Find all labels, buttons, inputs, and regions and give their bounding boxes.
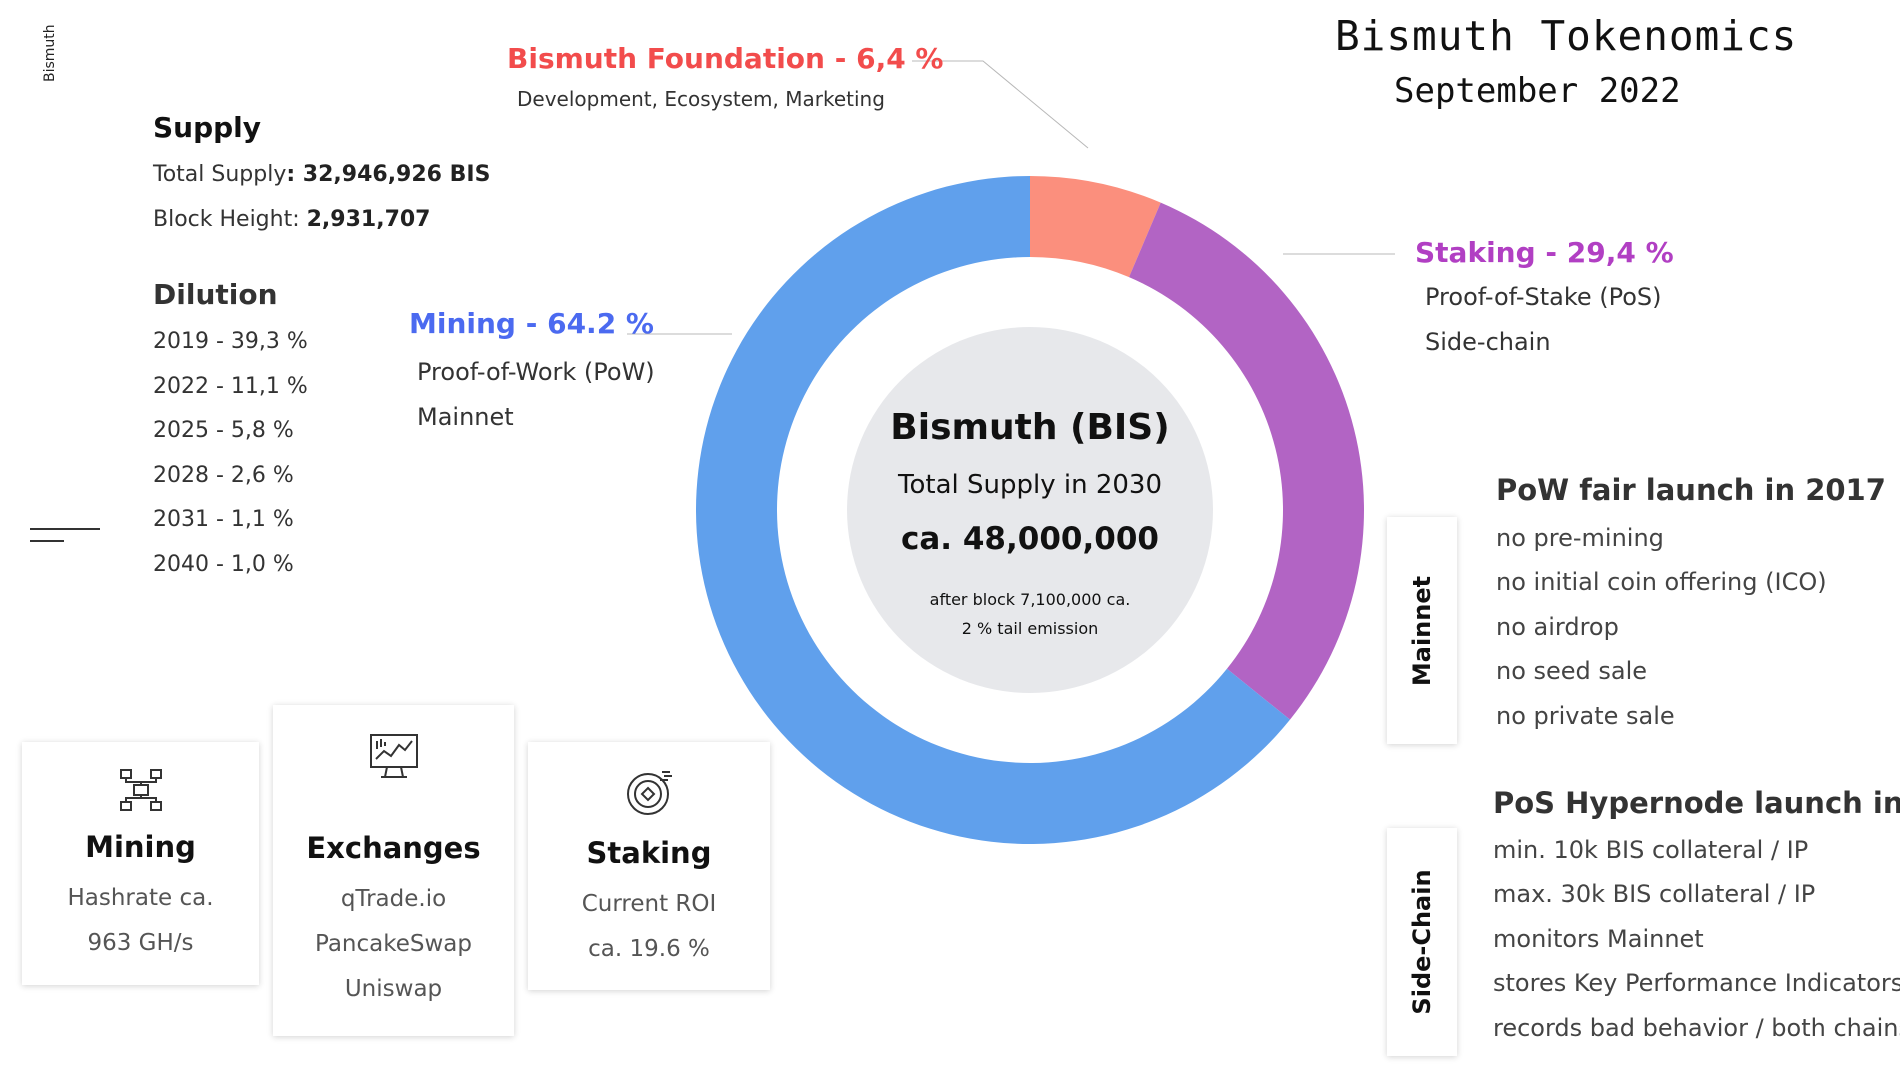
block-height-value: 2,931,707 [306, 207, 431, 232]
foundation-leader-line [912, 60, 1089, 149]
card-title: Mining [85, 830, 196, 864]
card-line: Uniswap [344, 976, 443, 1002]
sidechain-title: PoS Hypernode launch in 2018 [1493, 786, 1900, 820]
dilution-item: 2028 - 2,6 % [153, 463, 294, 488]
staking-slice-label: Staking - 29,4 % [1415, 236, 1674, 269]
mainnet-item: no initial coin offering (ICO) [1496, 568, 1827, 596]
dilution-item: 2022 - 11,1 % [153, 374, 308, 399]
block-height-line: Block Height: 2,931,707 [153, 207, 431, 232]
foundation-slice-detail: Development, Ecosystem, Marketing [517, 87, 885, 111]
total-supply-label: Total Supply [153, 162, 287, 187]
dilution-item: 2040 - 1,0 % [153, 552, 294, 577]
card-line: Hashrate ca. [67, 885, 214, 911]
mainnet-item: no private sale [1496, 702, 1675, 730]
dilution-item: 2031 - 1,1 % [153, 507, 294, 532]
sidechain-item: monitors Mainnet [1493, 925, 1704, 953]
supply-heading: Supply [153, 111, 262, 144]
card-line: PancakeSwap [314, 931, 472, 957]
staking-slice-detail: Side-chain [1425, 328, 1551, 356]
mainnet-item: no seed sale [1496, 657, 1648, 685]
page-subtitle: September 2022 [1394, 71, 1681, 111]
mainnet-title: PoW fair launch in 2017 [1496, 473, 1886, 507]
total-supply-line: Total Supply: 32,946,926 BIS [153, 162, 490, 187]
sidechain-tab-label: Side-Chain [1408, 869, 1436, 1015]
center-title: Bismuth (BIS) [890, 407, 1170, 448]
donut-center-disc [847, 327, 1213, 693]
page-title: Bismuth Tokenomics [1335, 12, 1798, 60]
center-line1: Total Supply in 2030 [898, 470, 1162, 500]
staking-coin-icon [627, 771, 672, 815]
center-note1: after block 7,100,000 ca. [929, 590, 1131, 609]
mining-slice-detail: Proof-of-Work (PoW) [417, 358, 655, 386]
mining-card: Mining Hashrate ca. 963 GH/s [22, 742, 259, 985]
staking-slice [1129, 202, 1365, 720]
card-line: ca. 19.6 % [588, 936, 710, 962]
dilution-item: 2019 - 39,3 % [153, 329, 308, 354]
mainnet-tab: Mainnet [1387, 517, 1457, 744]
exchanges-card: Exchanges qTrade.io PancakeSwap Uniswap [273, 705, 514, 1036]
sidechain-item: stores Key Performance Indicators [1493, 969, 1900, 997]
exchange-monitor-icon [369, 734, 418, 778]
sidechain-item: records bad behavior / both chains [1493, 1014, 1900, 1042]
sidechain-item: min. 10k BIS collateral / IP [1493, 836, 1809, 864]
card-line: qTrade.io [340, 886, 447, 912]
staking-card: Staking Current ROI ca. 19.6 % [528, 742, 770, 990]
menu-icon[interactable] [30, 528, 100, 552]
block-height-label: Block Height: [153, 207, 307, 232]
foundation-slice [1030, 176, 1161, 278]
sidechain-item: max. 30k BIS collateral / IP [1493, 880, 1816, 908]
staking-slice-detail: Proof-of-Stake (PoS) [1425, 283, 1662, 311]
card-title: Exchanges [306, 831, 481, 865]
mining-slice-label: Mining - 64.2 % [409, 307, 654, 340]
center-line2: ca. 48,000,000 [901, 521, 1159, 557]
card-title: Staking [586, 836, 712, 870]
mining-network-icon [119, 769, 162, 811]
mining-slice-detail: Mainnet [417, 403, 514, 431]
dilution-heading: Dilution [153, 278, 278, 311]
card-line: Current ROI [581, 891, 717, 917]
dilution-item: 2025 - 5,8 % [153, 418, 294, 443]
foundation-slice-label: Bismuth Foundation - 6,4 % [507, 42, 944, 75]
mainnet-item: no airdrop [1496, 613, 1619, 641]
total-supply-value: : 32,946,926 BIS [286, 162, 491, 187]
sidechain-tab: Side-Chain [1387, 828, 1457, 1056]
mainnet-tab-label: Mainnet [1408, 575, 1436, 686]
center-note2: 2 % tail emission [961, 619, 1099, 638]
card-line: 963 GH/s [87, 930, 194, 956]
mainnet-item: no pre-mining [1496, 524, 1664, 552]
